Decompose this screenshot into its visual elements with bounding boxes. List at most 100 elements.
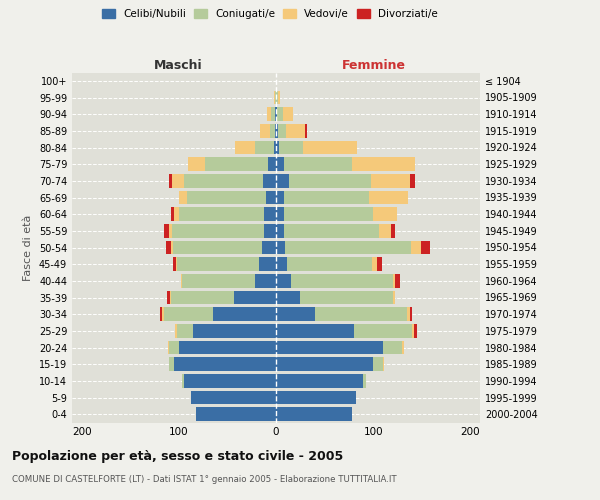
Bar xyxy=(303,140,356,154)
Bar xyxy=(277,108,283,121)
Bar xyxy=(169,224,172,237)
Text: Maschi: Maschi xyxy=(154,58,202,71)
Bar xyxy=(191,390,276,404)
Bar xyxy=(391,224,395,237)
Bar xyxy=(411,240,421,254)
Bar xyxy=(169,358,174,371)
Bar xyxy=(270,124,275,138)
Bar xyxy=(182,274,254,287)
Bar xyxy=(193,324,276,338)
Bar xyxy=(383,358,384,371)
Bar xyxy=(263,174,276,188)
Bar xyxy=(278,124,286,138)
Bar xyxy=(169,174,172,188)
Bar xyxy=(315,308,407,321)
Bar xyxy=(410,174,415,188)
Bar xyxy=(276,208,284,221)
Bar xyxy=(392,274,395,287)
Bar xyxy=(285,240,411,254)
Bar xyxy=(421,240,430,254)
Bar xyxy=(174,358,276,371)
Bar xyxy=(276,224,284,237)
Bar xyxy=(276,408,352,421)
Bar xyxy=(213,308,276,321)
Bar xyxy=(283,108,293,121)
Bar xyxy=(276,340,383,354)
Bar xyxy=(276,90,278,104)
Text: Popolazione per età, sesso e stato civile - 2005: Popolazione per età, sesso e stato civil… xyxy=(12,450,343,463)
Bar xyxy=(276,358,373,371)
Bar xyxy=(369,190,408,204)
Bar xyxy=(278,90,280,104)
Bar xyxy=(276,274,290,287)
Bar xyxy=(163,308,164,321)
Bar xyxy=(169,340,179,354)
Bar xyxy=(171,208,174,221)
Bar xyxy=(412,324,414,338)
Bar xyxy=(279,140,303,154)
Bar xyxy=(364,374,367,388)
Bar xyxy=(276,258,287,271)
Bar xyxy=(276,124,278,138)
Bar xyxy=(177,324,193,338)
Bar xyxy=(173,258,176,271)
Bar xyxy=(407,308,410,321)
Bar xyxy=(265,224,276,237)
Bar xyxy=(170,290,171,304)
Bar xyxy=(276,158,284,171)
Bar xyxy=(196,408,276,421)
Bar xyxy=(182,374,184,388)
Bar xyxy=(187,190,266,204)
Bar xyxy=(177,258,259,271)
Bar xyxy=(373,208,397,221)
Bar xyxy=(174,208,179,221)
Bar xyxy=(305,124,307,138)
Bar xyxy=(262,240,276,254)
Bar xyxy=(274,90,275,104)
Bar xyxy=(284,208,373,221)
Bar xyxy=(234,290,276,304)
Bar xyxy=(205,158,268,171)
Bar xyxy=(276,108,277,121)
Bar xyxy=(300,290,392,304)
Bar xyxy=(275,108,276,121)
Text: COMUNE DI CASTELFORTE (LT) - Dati ISTAT 1° gennaio 2005 - Elaborazione TUTTITALI: COMUNE DI CASTELFORTE (LT) - Dati ISTAT … xyxy=(12,475,397,484)
Bar xyxy=(371,174,410,188)
Bar xyxy=(172,174,184,188)
Bar xyxy=(254,140,274,154)
Bar xyxy=(286,124,305,138)
Bar xyxy=(284,190,369,204)
Bar xyxy=(276,390,356,404)
Bar xyxy=(175,324,177,338)
Bar xyxy=(254,274,276,287)
Bar xyxy=(276,324,354,338)
Bar xyxy=(164,308,213,321)
Bar xyxy=(352,158,415,171)
Bar xyxy=(377,258,382,271)
Bar xyxy=(287,258,372,271)
Bar xyxy=(184,174,263,188)
Bar xyxy=(171,290,234,304)
Bar xyxy=(276,290,300,304)
Bar xyxy=(276,174,289,188)
Bar xyxy=(373,358,383,371)
Bar xyxy=(276,374,364,388)
Bar xyxy=(276,308,315,321)
Bar xyxy=(354,324,412,338)
Bar xyxy=(392,290,395,304)
Bar xyxy=(179,340,276,354)
Bar xyxy=(188,158,205,171)
Bar xyxy=(176,258,177,271)
Bar xyxy=(181,274,182,287)
Bar xyxy=(268,158,276,171)
Bar xyxy=(379,224,391,237)
Bar xyxy=(414,324,417,338)
Bar xyxy=(184,374,276,388)
Bar xyxy=(160,308,163,321)
Bar xyxy=(276,140,279,154)
Bar xyxy=(265,208,276,221)
Bar xyxy=(289,174,371,188)
Bar xyxy=(372,258,377,271)
Bar xyxy=(402,340,404,354)
Legend: Celibi/Nubili, Coniugati/e, Vedovi/e, Divorziati/e: Celibi/Nubili, Coniugati/e, Vedovi/e, Di… xyxy=(98,5,442,24)
